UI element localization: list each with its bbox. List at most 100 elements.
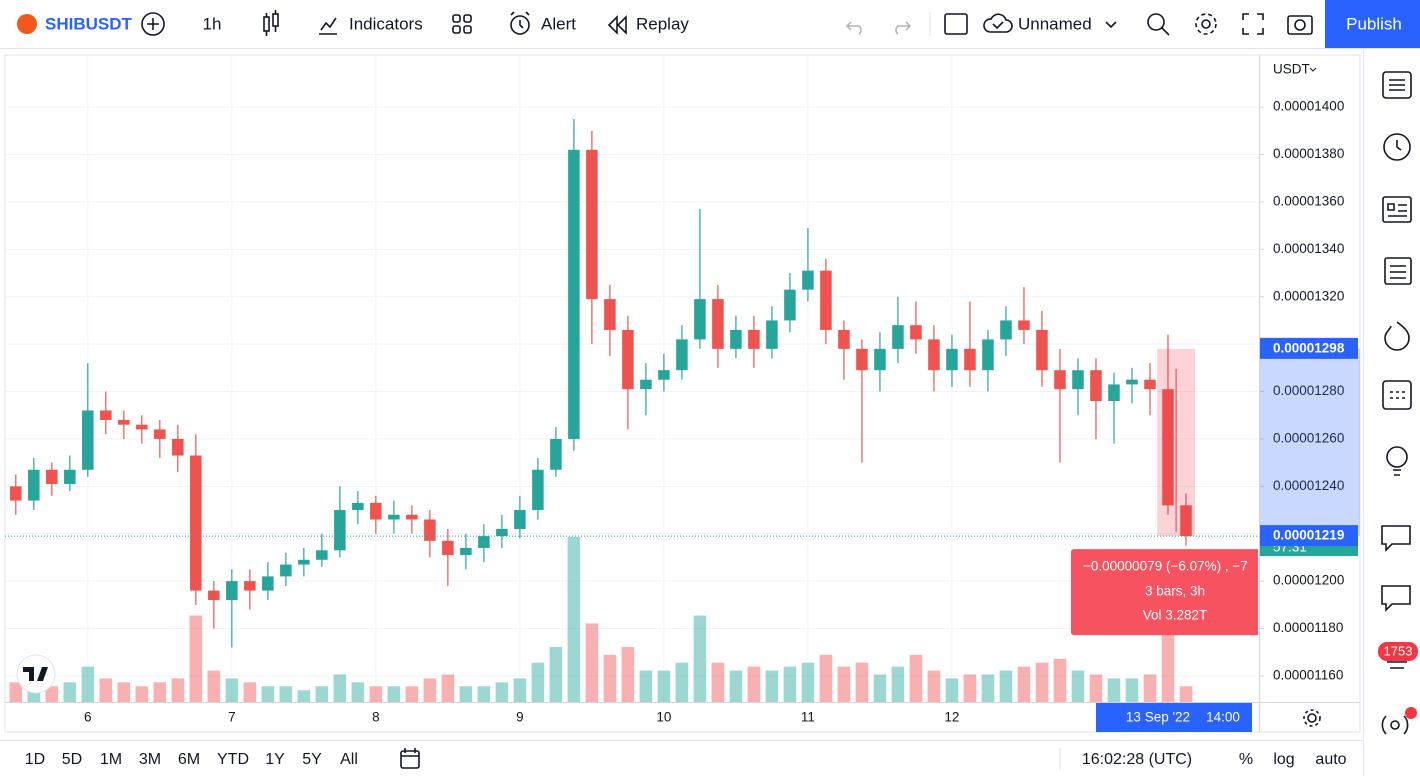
- volume-bar: [441, 674, 455, 702]
- indicators-icon[interactable]: [319, 17, 337, 35]
- volume-bar: [963, 674, 977, 702]
- publish-label[interactable]: Publish: [1346, 14, 1402, 33]
- range-button[interactable]: 5D: [62, 751, 82, 768]
- currency[interactable]: USDT: [1273, 62, 1310, 77]
- candle-body: [1126, 379, 1138, 385]
- currency-menu[interactable]: [1309, 67, 1317, 72]
- last-price-badge: [1260, 525, 1358, 547]
- undo-redo[interactable]: [845, 21, 912, 35]
- volume-bar: [279, 686, 293, 702]
- volume-bar: [765, 670, 779, 702]
- alert-button[interactable]: Alert: [541, 14, 576, 33]
- volume-bar: [405, 686, 419, 702]
- goto-date[interactable]: [400, 748, 420, 769]
- candle-body: [190, 455, 202, 591]
- volume-bar: [801, 662, 815, 702]
- measure-high-label: 0.00001298: [1273, 340, 1345, 355]
- volume-bar: [207, 670, 221, 702]
- chart-style-button[interactable]: [263, 10, 279, 36]
- range-button[interactable]: 3M: [139, 751, 161, 768]
- candle-body: [478, 536, 490, 548]
- volume-bar: [1143, 674, 1157, 702]
- range-button[interactable]: 1M: [100, 751, 122, 768]
- live-dot: [1405, 707, 1417, 719]
- candle-body: [658, 370, 670, 380]
- range-button[interactable]: YTD: [217, 751, 249, 768]
- auto-toggle[interactable]: auto: [1315, 751, 1346, 768]
- candle-body: [496, 528, 508, 537]
- range-button[interactable]: 1D: [25, 751, 45, 768]
- candle-body: [262, 576, 274, 591]
- volume-bar: [639, 670, 653, 702]
- volume-bar: [621, 647, 635, 702]
- candle-body: [136, 424, 148, 430]
- percent-toggle[interactable]: %: [1239, 751, 1253, 768]
- volume-bar: [387, 686, 401, 702]
- publish-button[interactable]: [1325, 0, 1420, 48]
- sidebar-icons[interactable]: [1381, 71, 1412, 735]
- cloud-icon[interactable]: [983, 13, 1013, 33]
- x-tick-label: 11: [801, 710, 815, 725]
- bottom-bar: 1D 5D 1M 3M 6M YTD 1Y 5Y All: [25, 751, 358, 768]
- candle-body: [154, 429, 166, 439]
- tooltip-bars: 3 bars, 3h: [1145, 584, 1205, 599]
- y-tick-label: 0.00001280: [1273, 383, 1344, 398]
- y-tick-label: 0.00001240: [1273, 478, 1344, 493]
- volume-bar: [1179, 686, 1193, 702]
- interval[interactable]: 1h: [203, 14, 222, 33]
- volume-bar: [567, 537, 581, 702]
- layout-button[interactable]: [944, 13, 968, 35]
- candle-body: [352, 502, 364, 511]
- candle-body: [298, 559, 310, 565]
- layout-name[interactable]: Unnamed: [1018, 14, 1092, 33]
- clock[interactable]: 16:02:28 (UTC): [1082, 751, 1192, 768]
- candle-body: [766, 320, 778, 349]
- range-button[interactable]: 6M: [178, 751, 200, 768]
- volume-bar: [675, 662, 689, 702]
- volume-bar: [1107, 678, 1121, 702]
- candle-body: [46, 469, 58, 484]
- candle-body: [334, 510, 346, 551]
- toolbar-right-icons[interactable]: [1147, 13, 1313, 36]
- candle-body: [424, 519, 436, 541]
- notification-count: 1753: [1384, 643, 1413, 658]
- templates-button[interactable]: [452, 14, 472, 34]
- candle-body: [982, 339, 994, 371]
- volume-bar: [153, 682, 167, 702]
- candle-body: [910, 325, 922, 340]
- candle-body: [550, 438, 562, 470]
- candle-body: [586, 149, 598, 300]
- range-button[interactable]: 5Y: [302, 751, 322, 768]
- indicators-button[interactable]: Indicators: [349, 14, 423, 33]
- replay-button[interactable]: Replay: [636, 14, 689, 33]
- volume-bar: [981, 674, 995, 702]
- candle-body: [1018, 320, 1030, 330]
- symbol[interactable]: SHIBUSDT: [45, 14, 133, 33]
- y-tick-label: 0.00001260: [1273, 430, 1344, 445]
- volume-bar: [837, 666, 851, 702]
- candle-body: [874, 348, 886, 371]
- candle-body: [1054, 370, 1066, 390]
- candle-body: [838, 329, 850, 349]
- range-button[interactable]: All: [340, 751, 358, 768]
- compare-button[interactable]: [141, 12, 165, 36]
- range-button[interactable]: 1Y: [265, 751, 285, 768]
- y-tick-label: 0.00001200: [1273, 573, 1344, 588]
- candle-body: [100, 410, 112, 420]
- candle-body: [928, 339, 940, 371]
- layout-menu[interactable]: [1105, 21, 1117, 29]
- volume-bar: [9, 682, 23, 702]
- volume-bar: [783, 666, 797, 702]
- candle-body: [1072, 370, 1084, 390]
- log-toggle[interactable]: log: [1273, 751, 1294, 768]
- replay-icon[interactable]: [607, 15, 627, 35]
- candle-body: [964, 348, 976, 371]
- candle-body: [1162, 389, 1174, 506]
- volume-bar: [369, 686, 383, 702]
- volume-bar: [243, 682, 257, 702]
- x-tick-label: 9: [516, 710, 524, 725]
- time-axis-settings[interactable]: [1303, 709, 1321, 727]
- alert-icon[interactable]: [510, 11, 530, 35]
- candle-body: [676, 339, 688, 371]
